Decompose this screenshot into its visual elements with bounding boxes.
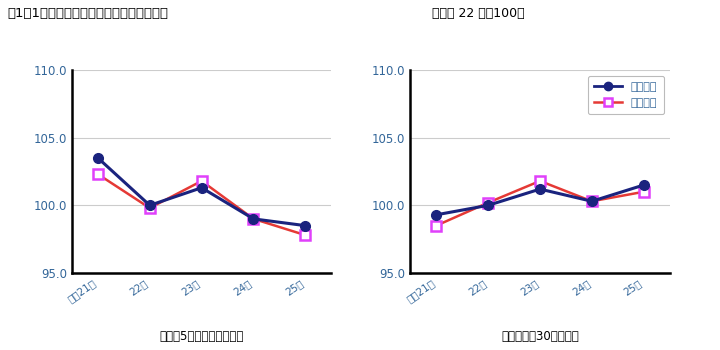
Text: 《うち規模30人以上》: 《うち規模30人以上》 [501, 330, 579, 343]
Text: （平成 22 年＝100）: （平成 22 年＝100） [432, 7, 525, 20]
Text: 図1－1　賌金指数（現金給与総額）の推移: 図1－1 賌金指数（現金給与総額）の推移 [7, 7, 168, 20]
Legend: 名目指数, 実質指数: 名目指数, 実質指数 [588, 76, 664, 114]
Text: 《規模5人以上全事業所》: 《規模5人以上全事業所》 [159, 330, 244, 343]
